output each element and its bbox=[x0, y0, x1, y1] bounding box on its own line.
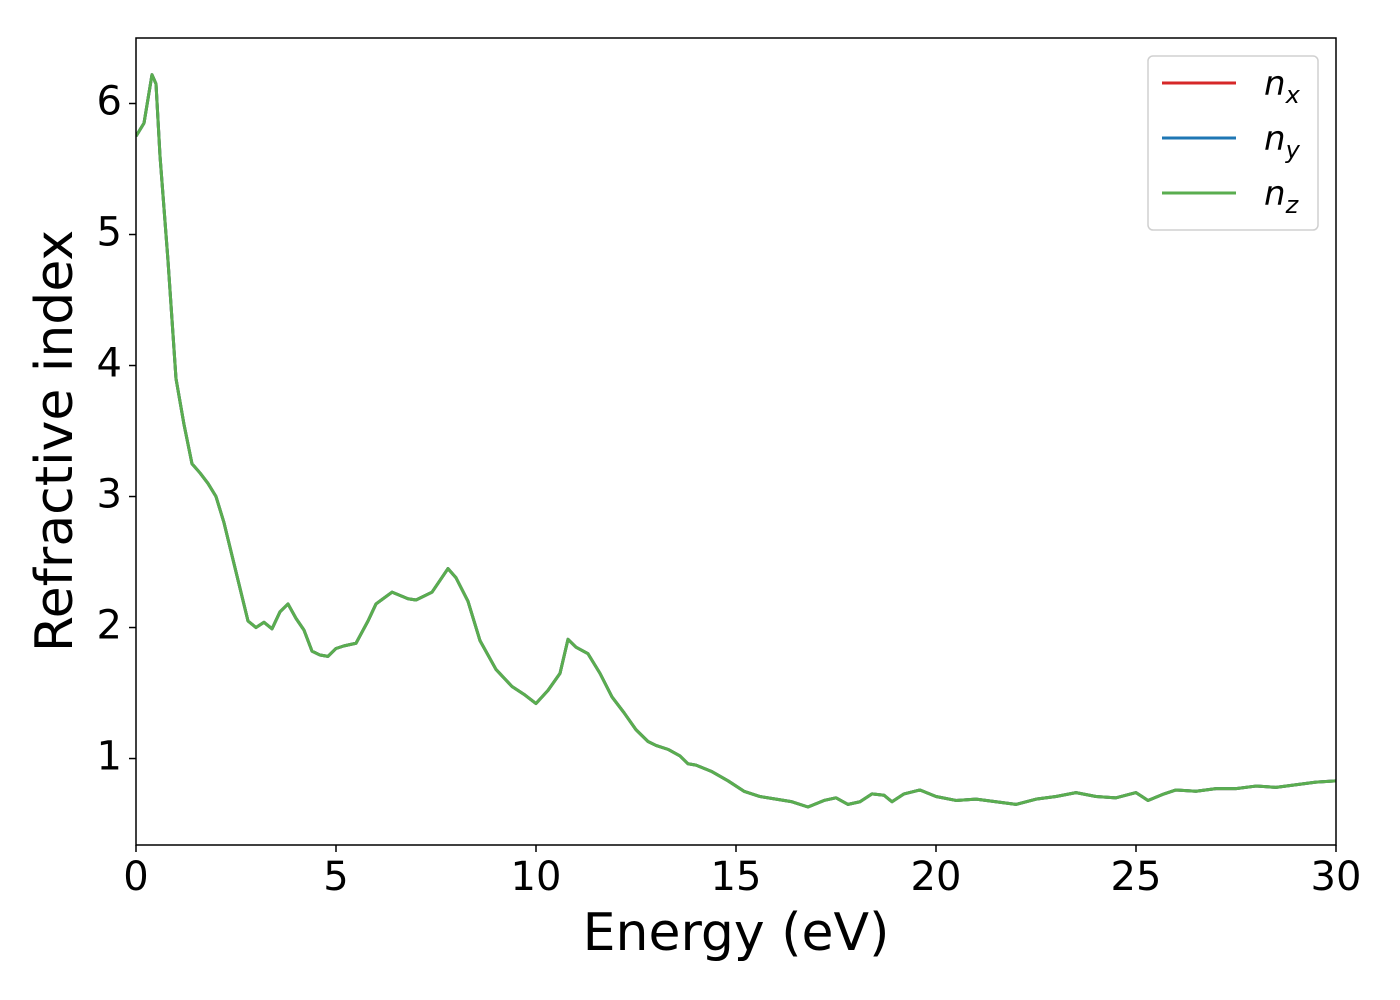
x-axis-label: Energy (eV) bbox=[583, 903, 890, 963]
x-tick-label: 10 bbox=[511, 854, 562, 900]
x-tick-label: 0 bbox=[123, 854, 148, 900]
legend-box bbox=[1147, 55, 1319, 231]
data-line bbox=[136, 73, 1336, 809]
y-tick-label: 5 bbox=[97, 210, 122, 256]
y-axis-label: Refractive index bbox=[25, 230, 85, 652]
x-tick-label: 25 bbox=[1111, 854, 1162, 900]
y-tick-label: 4 bbox=[97, 341, 122, 387]
plot-frame bbox=[135, 37, 1337, 846]
x-tick-label: 15 bbox=[711, 854, 762, 900]
legend-label: nx bbox=[1264, 64, 1301, 109]
x-tick-label: 30 bbox=[1311, 854, 1362, 900]
x-tick-label: 5 bbox=[323, 854, 348, 900]
legend-label: ny bbox=[1264, 119, 1301, 164]
y-tick-label: 1 bbox=[97, 734, 122, 780]
y-tick-label: 6 bbox=[97, 79, 122, 125]
legend-label: nz bbox=[1264, 174, 1300, 219]
x-tick-label: 20 bbox=[911, 854, 962, 900]
y-tick-label: 3 bbox=[97, 472, 122, 518]
y-tick-label: 2 bbox=[97, 603, 122, 649]
